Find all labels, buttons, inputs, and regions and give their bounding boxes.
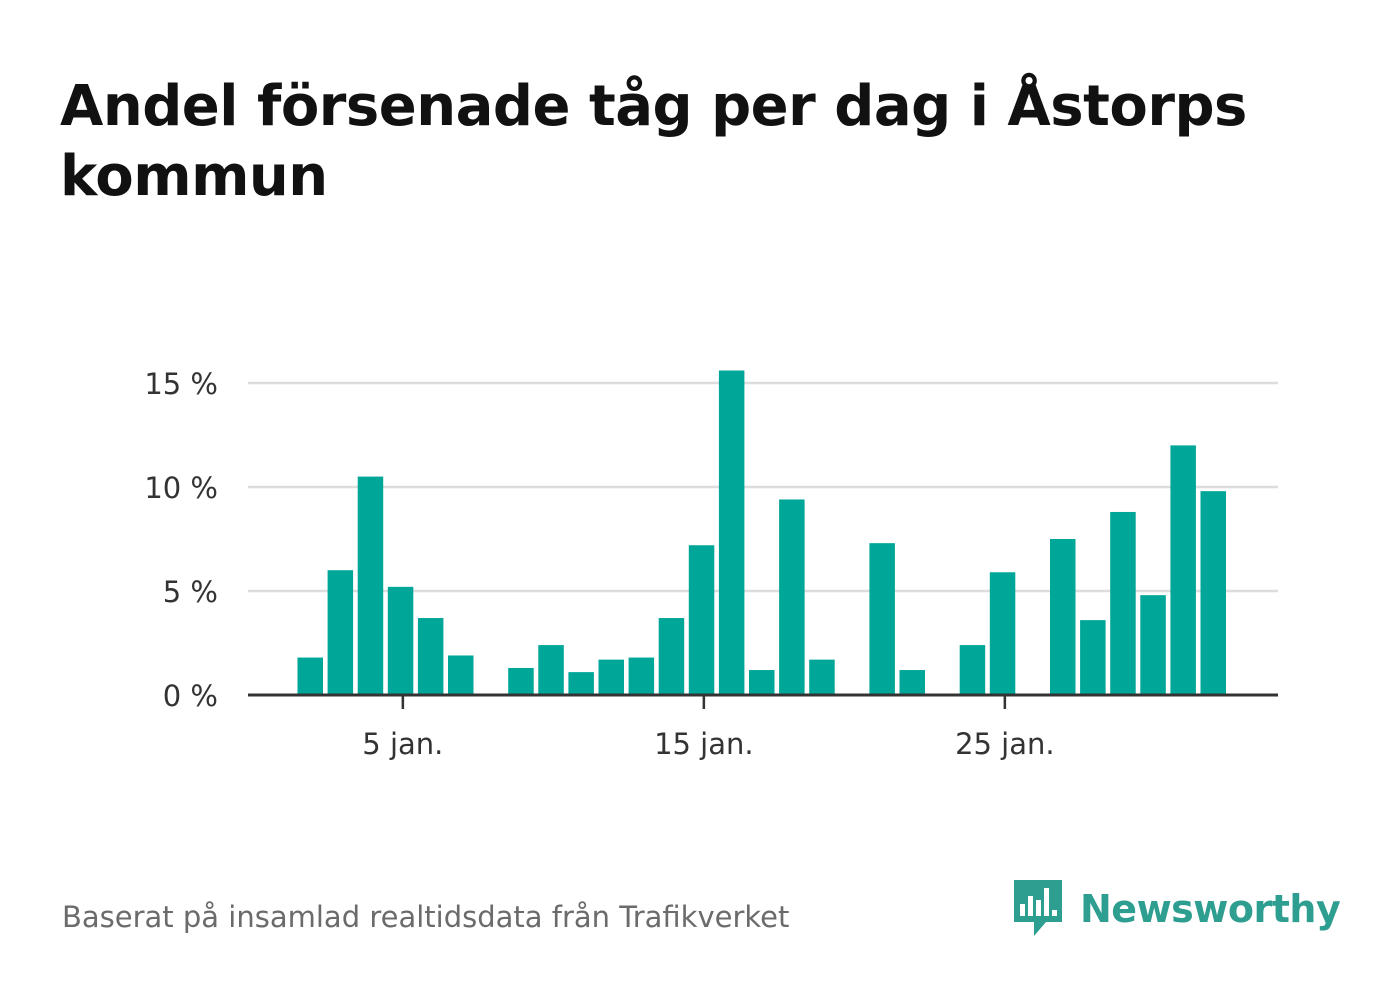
bar [598,659,624,695]
y-tick-label: 5 % [163,575,218,609]
bar [869,543,895,695]
bar [779,499,805,695]
bars [297,370,1226,695]
bar [899,670,925,695]
bar [297,657,323,695]
x-tick-label: 25 jan. [955,727,1055,761]
brand-name: Newsworthy [1080,887,1341,931]
bar [1200,491,1226,695]
source-note: Baserat på insamlad realtidsdata från Tr… [62,900,790,934]
bar [417,618,444,695]
bar [1140,595,1166,695]
y-tick-label: 15 % [144,367,218,401]
bar [718,370,745,695]
bar [1110,511,1136,695]
grid-lines [248,381,1278,593]
bar [538,645,564,695]
x-tick-label: 15 jan. [654,727,754,761]
newsworthy-logo[interactable]: Newsworthy [1010,876,1341,942]
bar-chart: 0 % 5 % 10 % 15 % 5 jan. 15 jan. 25 jan. [144,367,1278,761]
bar-chart-icon [1014,880,1062,936]
x-axis [248,693,1278,709]
x-tick-label: 5 jan. [362,727,443,761]
bar [688,545,715,695]
chart-title: Andel försenade tåg per dag i Åstorps ko… [60,74,1247,209]
bar [658,618,685,695]
bar [749,670,775,695]
bar [1170,445,1196,695]
y-tick-label: 10 % [144,471,218,505]
bar [1080,620,1106,695]
bar [568,672,594,695]
bar [1050,539,1076,695]
y-tick-label: 0 % [163,679,218,713]
axis-labels: 0 % 5 % 10 % 15 % 5 jan. 15 jan. 25 jan. [144,367,1054,761]
bar [327,570,354,695]
bar [357,476,384,695]
bar [448,655,474,695]
bar [809,659,835,695]
bar [959,645,986,695]
bar [508,667,534,695]
bar [989,572,1016,695]
bar [387,586,414,695]
bar [628,657,655,695]
